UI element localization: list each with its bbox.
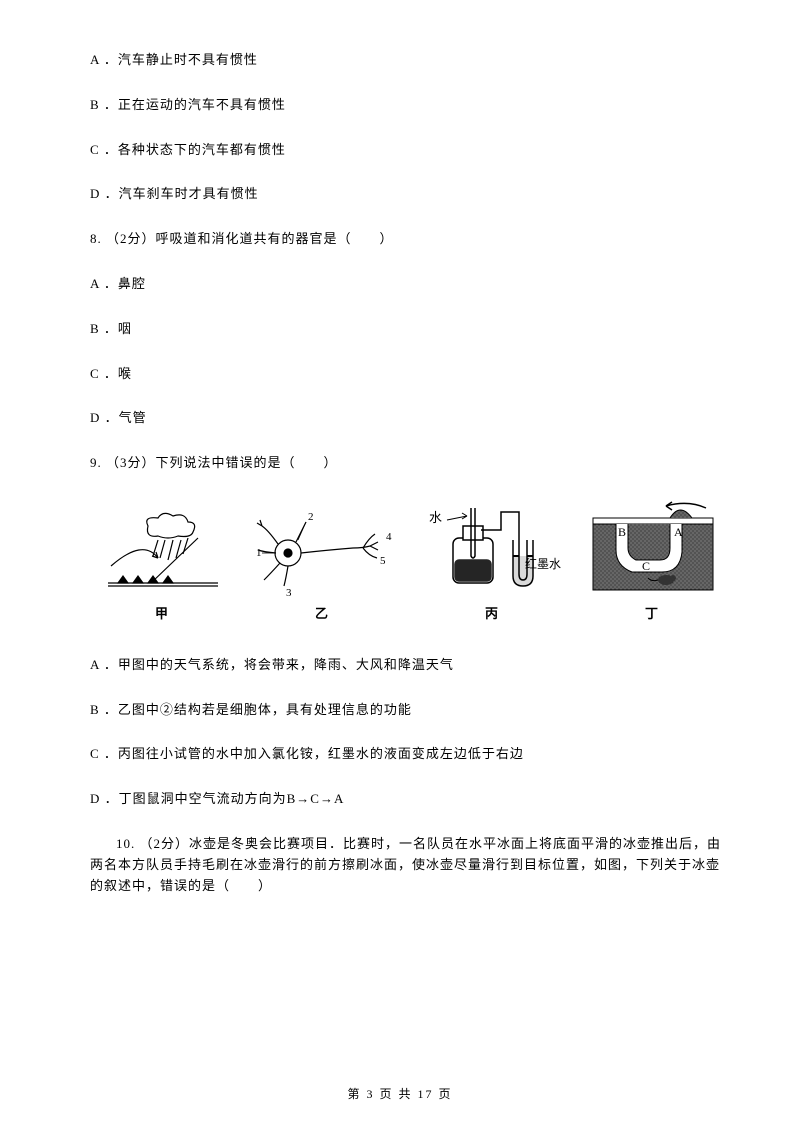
figure-ding: B A C 丁 [588, 498, 718, 625]
figure-bing: 水 红墨水 丙 [423, 498, 563, 625]
q9-option-c: C ．丙图往小试管的水中加入氯化铵，红墨水的液面变成左边低于右边 [90, 744, 730, 765]
q8-option-a: A ．鼻腔 [90, 274, 730, 295]
burrow-icon: B A C [588, 498, 718, 598]
label-3: 3 [286, 587, 292, 598]
label-5: 5 [380, 555, 386, 567]
figure-jia: 甲 [103, 508, 223, 625]
q7-option-d: D ．汽车刹车时才具有惯性 [90, 184, 730, 205]
caption-yi: 乙 [315, 604, 330, 625]
q8-option-d: D ．气管 [90, 408, 730, 429]
weather-front-icon [103, 508, 223, 598]
q8-option-c: C ．喉 [90, 364, 730, 385]
q7-option-a: A ．汽车静止时不具有惯性 [90, 50, 730, 71]
q8-stem: 8. （2分）呼吸道和消化道共有的器官是（ ） [90, 229, 730, 250]
q9-option-a: A ．甲图中的天气系统，将会带来，降雨、大风和降温天气 [90, 655, 730, 676]
burrow-label-a: A [674, 525, 683, 539]
q7-option-b: B ．正在运动的汽车不具有惯性 [90, 95, 730, 116]
q9-option-b: B ．乙图中②结构若是细胞体，具有处理信息的功能 [90, 700, 730, 721]
burrow-label-c: C [642, 559, 650, 573]
label-2: 2 [308, 511, 314, 523]
caption-ding: 丁 [645, 604, 660, 625]
caption-jia: 甲 [155, 604, 170, 625]
figure-yi: 1 2 3 4 5 乙 [248, 508, 398, 625]
burrow-label-b: B [618, 525, 626, 539]
q7-option-c: C ．各种状态下的汽车都有惯性 [90, 140, 730, 161]
q8-option-b: B ．咽 [90, 319, 730, 340]
q9-option-d: D ．丁图鼠洞中空气流动方向为B→C→A [90, 789, 730, 810]
label-4: 4 [386, 531, 392, 543]
label-1: 1 [256, 547, 262, 559]
page-footer: 第 3 页 共 17 页 [0, 1085, 800, 1104]
q9-figure-row: 甲 1 2 3 [90, 498, 730, 625]
caption-bing: 丙 [485, 604, 500, 625]
flask-utube-icon: 水 红墨水 [423, 498, 563, 598]
neuron-icon: 1 2 3 4 5 [248, 508, 398, 598]
water-label: 水 [429, 510, 442, 525]
ink-label: 红墨水 [525, 556, 561, 571]
q10-stem: 10. （2分）冰壶是冬奥会比赛项目．比赛时，一名队员在水平冰面上将底面平滑的冰… [90, 834, 730, 896]
q9-stem: 9. （3分）下列说法中错误的是（ ） [90, 453, 730, 474]
